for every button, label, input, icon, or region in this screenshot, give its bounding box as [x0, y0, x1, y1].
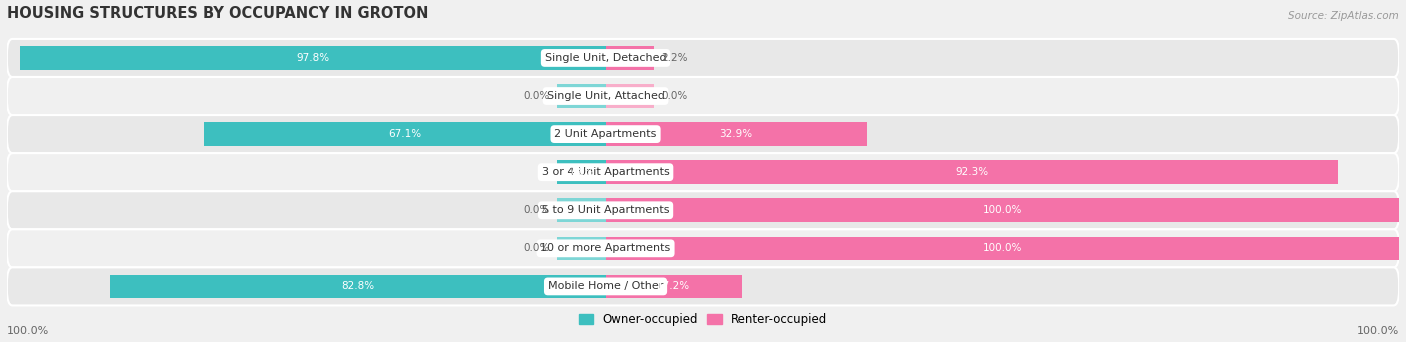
- Text: Mobile Home / Other: Mobile Home / Other: [548, 281, 664, 291]
- Bar: [20, 46, 606, 70]
- FancyBboxPatch shape: [7, 77, 1399, 115]
- Text: 3 or 4 Unit Apartments: 3 or 4 Unit Apartments: [541, 167, 669, 177]
- Text: 7.8%: 7.8%: [568, 167, 595, 177]
- Text: 100.0%: 100.0%: [983, 244, 1022, 253]
- Text: 0.0%: 0.0%: [523, 244, 550, 253]
- Text: 97.8%: 97.8%: [297, 53, 329, 63]
- Bar: [606, 198, 1399, 222]
- Bar: [606, 122, 866, 146]
- Text: 67.1%: 67.1%: [388, 129, 422, 139]
- Text: 2 Unit Apartments: 2 Unit Apartments: [554, 129, 657, 139]
- Text: 0.0%: 0.0%: [661, 91, 688, 101]
- Text: 92.3%: 92.3%: [955, 167, 988, 177]
- Bar: [606, 46, 654, 70]
- Text: Single Unit, Detached: Single Unit, Detached: [544, 53, 666, 63]
- Text: Source: ZipAtlas.com: Source: ZipAtlas.com: [1288, 11, 1399, 22]
- Bar: [557, 237, 606, 260]
- Bar: [110, 275, 606, 298]
- Bar: [204, 122, 606, 146]
- Bar: [606, 237, 1399, 260]
- Text: 32.9%: 32.9%: [720, 129, 752, 139]
- Text: 82.8%: 82.8%: [342, 281, 374, 291]
- Text: 2.2%: 2.2%: [661, 53, 688, 63]
- Legend: Owner-occupied, Renter-occupied: Owner-occupied, Renter-occupied: [574, 308, 832, 331]
- Text: 100.0%: 100.0%: [1357, 326, 1399, 336]
- Text: 10 or more Apartments: 10 or more Apartments: [540, 244, 671, 253]
- FancyBboxPatch shape: [7, 115, 1399, 153]
- FancyBboxPatch shape: [7, 39, 1399, 77]
- FancyBboxPatch shape: [7, 267, 1399, 305]
- Text: Single Unit, Attached: Single Unit, Attached: [547, 91, 665, 101]
- Text: 5 to 9 Unit Apartments: 5 to 9 Unit Apartments: [541, 205, 669, 215]
- Bar: [557, 84, 606, 108]
- Bar: [606, 160, 1339, 184]
- Bar: [557, 160, 606, 184]
- Text: 0.0%: 0.0%: [523, 91, 550, 101]
- FancyBboxPatch shape: [7, 191, 1399, 229]
- FancyBboxPatch shape: [7, 153, 1399, 191]
- Bar: [606, 275, 742, 298]
- FancyBboxPatch shape: [7, 229, 1399, 267]
- Text: 0.0%: 0.0%: [523, 205, 550, 215]
- Text: HOUSING STRUCTURES BY OCCUPANCY IN GROTON: HOUSING STRUCTURES BY OCCUPANCY IN GROTO…: [7, 6, 429, 22]
- Text: 100.0%: 100.0%: [7, 326, 49, 336]
- Bar: [606, 84, 654, 108]
- Text: 100.0%: 100.0%: [983, 205, 1022, 215]
- Text: 17.2%: 17.2%: [657, 281, 690, 291]
- Bar: [557, 198, 606, 222]
